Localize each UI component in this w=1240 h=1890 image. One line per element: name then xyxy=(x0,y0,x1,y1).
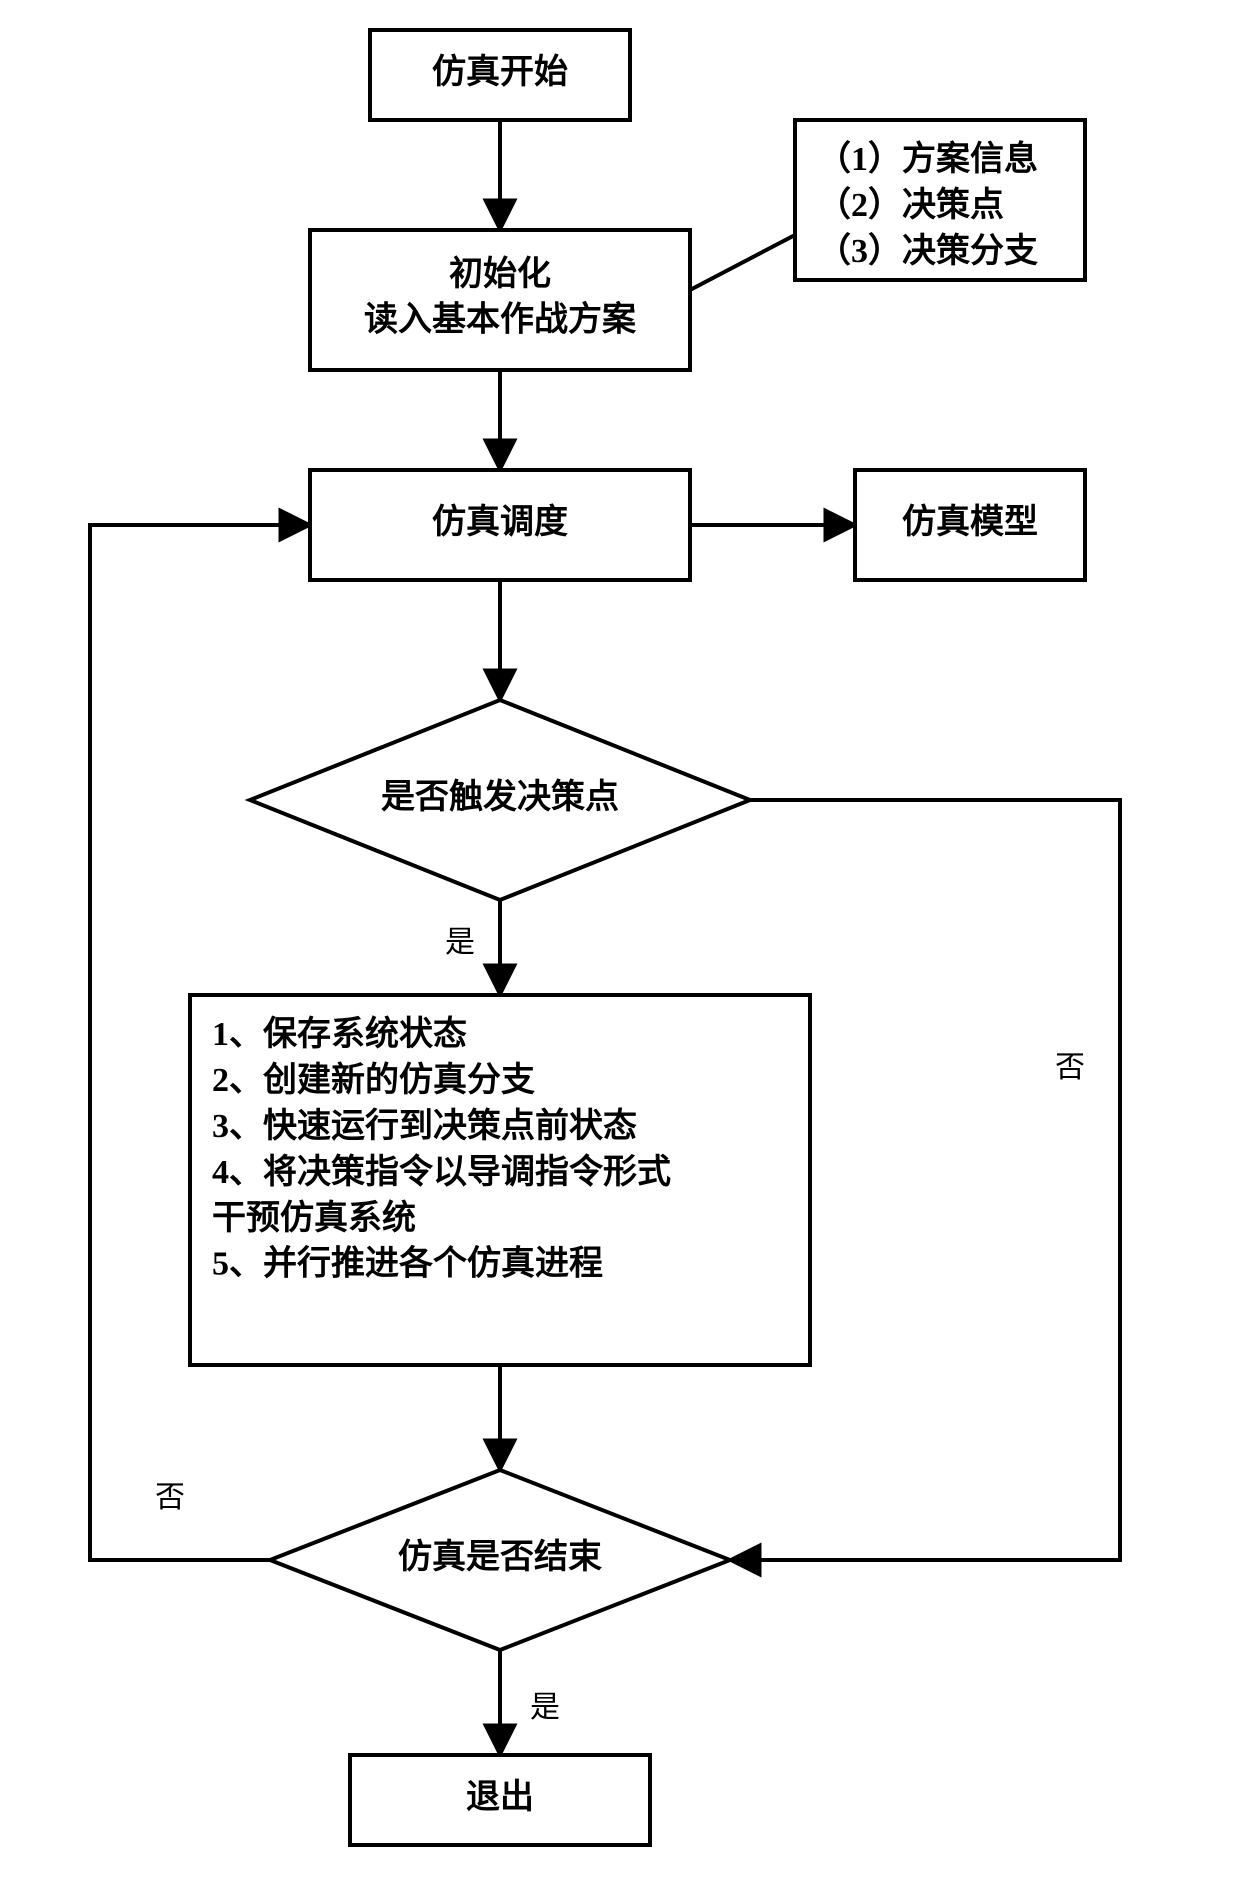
node-init: 初始化读入基本作战方案 xyxy=(310,230,690,370)
node-text: 仿真是否结束 xyxy=(398,1538,602,1576)
edge-label: 是 xyxy=(445,926,475,959)
node-notebox: （1）方案信息 （2）决策点 （3）决策分支 xyxy=(795,120,1085,280)
node-shape xyxy=(310,230,690,370)
node-text: （2）决策点 xyxy=(817,185,1004,224)
node-text: （3）决策分支 xyxy=(817,231,1038,270)
node-text: 仿真模型 xyxy=(902,503,1038,541)
node-text: （1）方案信息 xyxy=(817,139,1038,178)
node-sched: 仿真调度 xyxy=(310,470,690,580)
node-dec2: 仿真是否结束 xyxy=(270,1470,730,1650)
edge-label: 否 xyxy=(155,1481,185,1514)
node-exit: 退出 xyxy=(350,1755,650,1845)
node-text: 干预仿真系统 xyxy=(212,1199,416,1237)
node-text: 退出 xyxy=(466,1778,534,1816)
edge-label: 是 xyxy=(530,1691,560,1724)
flowchart-canvas: 是否否是仿真开始初始化读入基本作战方案（1）方案信息（2）决策点（3）决策分支仿… xyxy=(0,0,1240,1890)
node-text: 初始化 xyxy=(449,255,551,293)
node-text: 2、创建新的仿真分支 xyxy=(212,1061,535,1099)
node-model: 仿真模型 xyxy=(855,470,1085,580)
node-start: 仿真开始 xyxy=(370,30,630,120)
node-text: 1、保存系统状态 xyxy=(212,1015,467,1053)
node-dec1: 是否触发决策点 xyxy=(250,700,750,900)
edge-label: 否 xyxy=(1055,1051,1085,1084)
node-steps: 1、保存系统状态 2、创建新的仿真分支 3、快速运行到决策点前状态 4、将决策指令以导… xyxy=(190,995,810,1365)
node-text: 是否触发决策点 xyxy=(381,778,619,816)
node-text: 仿真调度 xyxy=(432,503,568,541)
node-text: 3、快速运行到决策点前状态 xyxy=(212,1107,637,1145)
node-text: 5、并行推进各个仿真进程 xyxy=(212,1244,603,1283)
node-text: 仿真开始 xyxy=(432,53,568,91)
node-text: 读入基本作战方案 xyxy=(364,301,637,339)
edge xyxy=(690,235,795,290)
node-text: 4、将决策指令以导调指令形式 xyxy=(212,1153,671,1191)
